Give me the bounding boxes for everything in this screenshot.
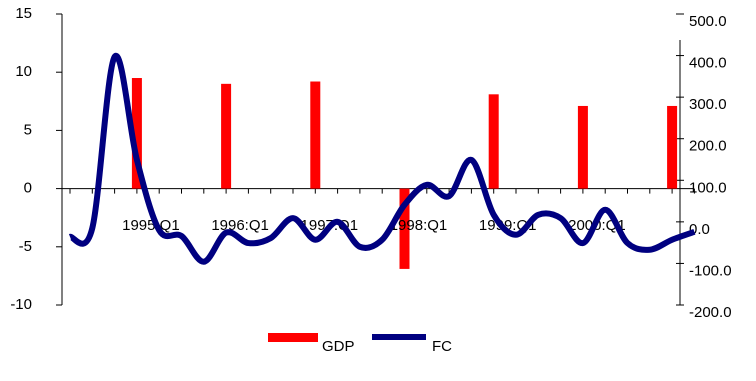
legend-swatch — [268, 333, 318, 342]
x-tick-label: 1996:Q1 — [211, 217, 269, 234]
x-tick-label: 1995:Q1 — [122, 217, 180, 234]
bar — [310, 81, 321, 189]
y2-tick-label: 400.0 — [689, 55, 727, 72]
y-tick-label: 0 — [24, 180, 32, 197]
y2-tick-label: 200.0 — [689, 138, 727, 155]
y-tick-label: 10 — [15, 63, 32, 80]
line — [68, 52, 696, 265]
bar — [221, 83, 232, 189]
y2-tick-label: 100.0 — [689, 179, 727, 196]
bar — [399, 188, 410, 269]
bar — [667, 105, 678, 189]
bar — [131, 78, 142, 189]
bar — [577, 105, 588, 189]
y-tick-label: -10 — [10, 296, 32, 313]
y-tick-label: -5 — [19, 238, 32, 255]
legend-label: FC — [432, 338, 452, 355]
y2-tick-label: -100.0 — [689, 262, 732, 279]
y2-tick-label: 300.0 — [689, 96, 727, 113]
y2-tick-label: 500.0 — [689, 13, 727, 30]
x-tick-label: 1998:Q1 — [390, 217, 448, 234]
bar — [488, 94, 499, 189]
y-tick-label: 15 — [15, 5, 32, 22]
y-tick-label: 5 — [24, 121, 32, 138]
legend-label: GDP — [322, 338, 355, 355]
y2-tick-label: -200.0 — [689, 304, 732, 321]
